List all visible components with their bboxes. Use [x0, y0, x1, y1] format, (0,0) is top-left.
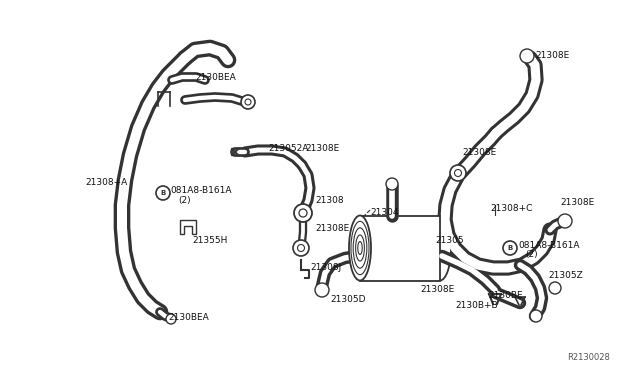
Text: 21308+A: 21308+A — [85, 177, 127, 186]
Circle shape — [454, 170, 461, 176]
Text: R2130028: R2130028 — [567, 353, 610, 362]
Circle shape — [386, 178, 398, 190]
Text: (2): (2) — [525, 250, 538, 260]
Text: 21308E: 21308E — [315, 224, 349, 232]
Circle shape — [298, 244, 305, 251]
Circle shape — [549, 282, 561, 294]
Text: 2130BE: 2130BE — [488, 292, 523, 301]
Ellipse shape — [356, 235, 364, 261]
Ellipse shape — [349, 215, 371, 280]
Text: 21308E: 21308E — [420, 285, 454, 295]
Circle shape — [293, 240, 309, 256]
Ellipse shape — [429, 215, 451, 280]
Circle shape — [450, 165, 466, 181]
Circle shape — [315, 283, 329, 297]
Text: 21308E: 21308E — [535, 51, 569, 60]
Text: 21355H: 21355H — [192, 235, 227, 244]
Text: 21308: 21308 — [315, 196, 344, 205]
Text: 21305D: 21305D — [330, 295, 365, 305]
Circle shape — [558, 214, 572, 228]
Text: 21305Z: 21305Z — [548, 270, 583, 279]
Text: 21305: 21305 — [435, 235, 463, 244]
Text: 081A8-B161A: 081A8-B161A — [170, 186, 232, 195]
Circle shape — [299, 209, 307, 217]
Circle shape — [156, 186, 170, 200]
Text: 21308E: 21308E — [305, 144, 339, 153]
Ellipse shape — [358, 241, 362, 254]
Text: (2): (2) — [178, 196, 191, 205]
Circle shape — [166, 314, 176, 324]
Text: 21308+C: 21308+C — [490, 203, 532, 212]
Text: 213052A: 213052A — [268, 144, 308, 153]
Text: 21308E: 21308E — [462, 148, 496, 157]
Text: B: B — [508, 245, 513, 251]
Ellipse shape — [353, 228, 367, 268]
Circle shape — [294, 204, 312, 222]
Text: 2130B+B: 2130B+B — [455, 301, 498, 311]
Circle shape — [530, 310, 542, 322]
FancyBboxPatch shape — [360, 216, 440, 281]
Circle shape — [520, 49, 534, 63]
Text: B: B — [161, 190, 166, 196]
Text: 21304: 21304 — [370, 208, 399, 217]
Circle shape — [241, 95, 255, 109]
Text: 081A8-B161A: 081A8-B161A — [518, 241, 579, 250]
Text: 2130BEA: 2130BEA — [195, 73, 236, 81]
Text: 21308J: 21308J — [310, 263, 341, 273]
Ellipse shape — [351, 221, 369, 275]
Text: 2130BEA: 2130BEA — [168, 314, 209, 323]
Circle shape — [503, 241, 517, 255]
Polygon shape — [180, 220, 196, 234]
Text: 21308E: 21308E — [560, 198, 595, 206]
Circle shape — [245, 99, 251, 105]
